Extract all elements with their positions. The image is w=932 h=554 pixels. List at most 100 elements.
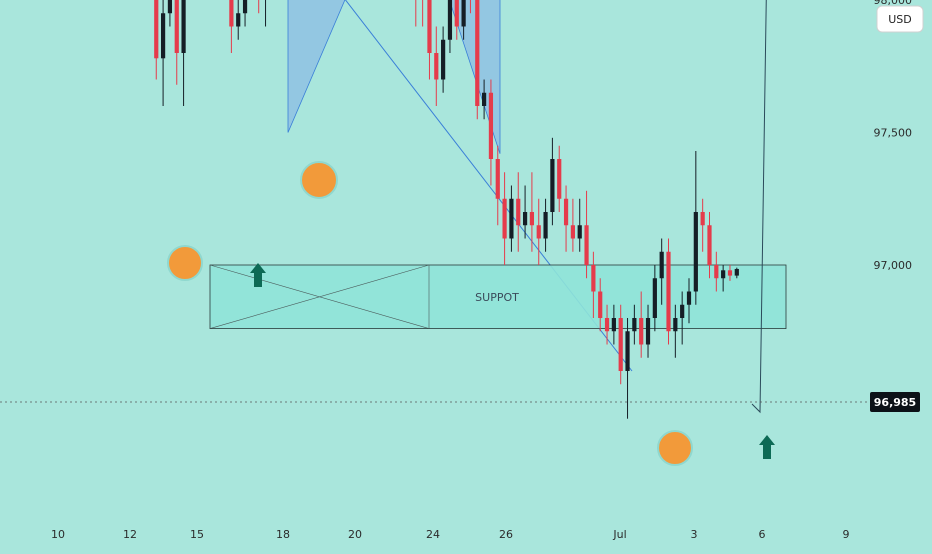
candle — [488, 79, 494, 186]
price-tag: 96,985 — [870, 392, 920, 412]
candle — [441, 26, 446, 93]
candle — [721, 265, 726, 292]
candle-body — [488, 92, 494, 159]
candle — [639, 291, 644, 358]
candle — [447, 0, 453, 53]
candle — [584, 190, 589, 279]
candle-body — [611, 318, 616, 332]
candle-body — [174, 0, 179, 53]
x-tick-label: 26 — [499, 528, 513, 541]
candle-body — [639, 318, 644, 345]
candle — [461, 0, 466, 40]
projection-path — [751, 0, 767, 414]
x-tick-label: 18 — [276, 528, 290, 541]
candle — [618, 304, 623, 385]
support-zone[interactable]: SUPPOT — [209, 264, 787, 329]
candle-body — [584, 225, 589, 265]
candle — [529, 172, 535, 252]
candle — [632, 304, 637, 345]
candle — [591, 251, 596, 318]
candle-body — [604, 318, 610, 332]
target-projection — [751, 0, 767, 414]
candle — [563, 185, 569, 252]
candle — [427, 0, 432, 80]
currency-button[interactable]: USD — [876, 5, 924, 33]
candle-body — [516, 198, 521, 226]
x-tick-label: 15 — [190, 528, 204, 541]
candle — [666, 238, 671, 345]
candle-body — [536, 225, 541, 239]
candle-body — [482, 92, 487, 106]
candle — [502, 172, 507, 265]
candle-body — [543, 212, 548, 239]
candle — [686, 278, 692, 324]
candle-body — [160, 13, 166, 59]
candle-body — [686, 291, 692, 305]
candle — [659, 238, 664, 305]
candle-body — [550, 159, 555, 212]
candle-body — [229, 0, 234, 27]
arrow-up-icon — [759, 435, 775, 459]
candle — [434, 26, 439, 106]
candle-body — [618, 318, 623, 371]
candle — [482, 79, 487, 120]
candle-body — [577, 225, 582, 239]
candle-body — [236, 13, 241, 27]
price-axis[interactable]: 96,50097,00097,50098,00098,50099,00099,5… — [870, 0, 920, 412]
candle-body — [625, 331, 630, 371]
candle-body — [645, 318, 651, 345]
x-tick-label: 20 — [348, 528, 362, 541]
candle — [258, 0, 260, 14]
candle — [652, 265, 657, 332]
candle — [236, 0, 241, 40]
candle — [543, 198, 548, 252]
candle — [174, 0, 179, 85]
y-tick-label: 97,000 — [874, 259, 913, 272]
trend-line-down — [344, 0, 633, 372]
candle — [522, 185, 528, 239]
candle-body — [522, 212, 528, 226]
x-tick-label: 24 — [426, 528, 440, 541]
candle-body — [454, 0, 459, 27]
candle — [645, 304, 651, 358]
price-zones[interactable]: TARGET FIXSUPPOT — [209, 0, 828, 329]
zone-cross — [209, 264, 430, 329]
candle — [495, 145, 500, 226]
candle — [700, 198, 705, 252]
zone-label: SUPPOT — [475, 291, 519, 304]
candle-body — [167, 0, 173, 14]
candle-body — [700, 212, 705, 226]
x-tick-label: Jul — [612, 528, 626, 541]
price-tag-bg — [870, 392, 920, 412]
candle — [557, 145, 562, 212]
currency-button-label: USD — [888, 13, 912, 26]
candle-body — [563, 198, 569, 226]
candle — [154, 0, 159, 80]
candle — [229, 0, 234, 53]
marker-circle — [657, 430, 693, 466]
candle — [734, 267, 739, 279]
candle-body — [529, 212, 535, 226]
candle-body — [441, 39, 446, 80]
time-axis[interactable]: 10 12 15 18 20 24 26 Jul 3 6 9 — [51, 528, 850, 541]
candle-body — [154, 0, 159, 59]
candle — [611, 304, 616, 345]
x-tick-label: 3 — [691, 528, 698, 541]
candle — [536, 198, 541, 265]
candle — [598, 278, 603, 332]
candle-body — [502, 198, 507, 239]
candle — [516, 172, 521, 252]
y-tick-label: 98,000 — [874, 0, 913, 7]
candle-body — [475, 0, 480, 106]
price-tag-label: 96,985 — [874, 396, 916, 409]
candle — [454, 0, 459, 40]
candle — [577, 198, 582, 252]
candles — [154, 0, 739, 419]
candle-body — [461, 0, 466, 27]
candle — [680, 291, 685, 345]
candle-body — [495, 159, 500, 199]
marker-circle — [167, 245, 203, 281]
candle — [242, 0, 248, 27]
